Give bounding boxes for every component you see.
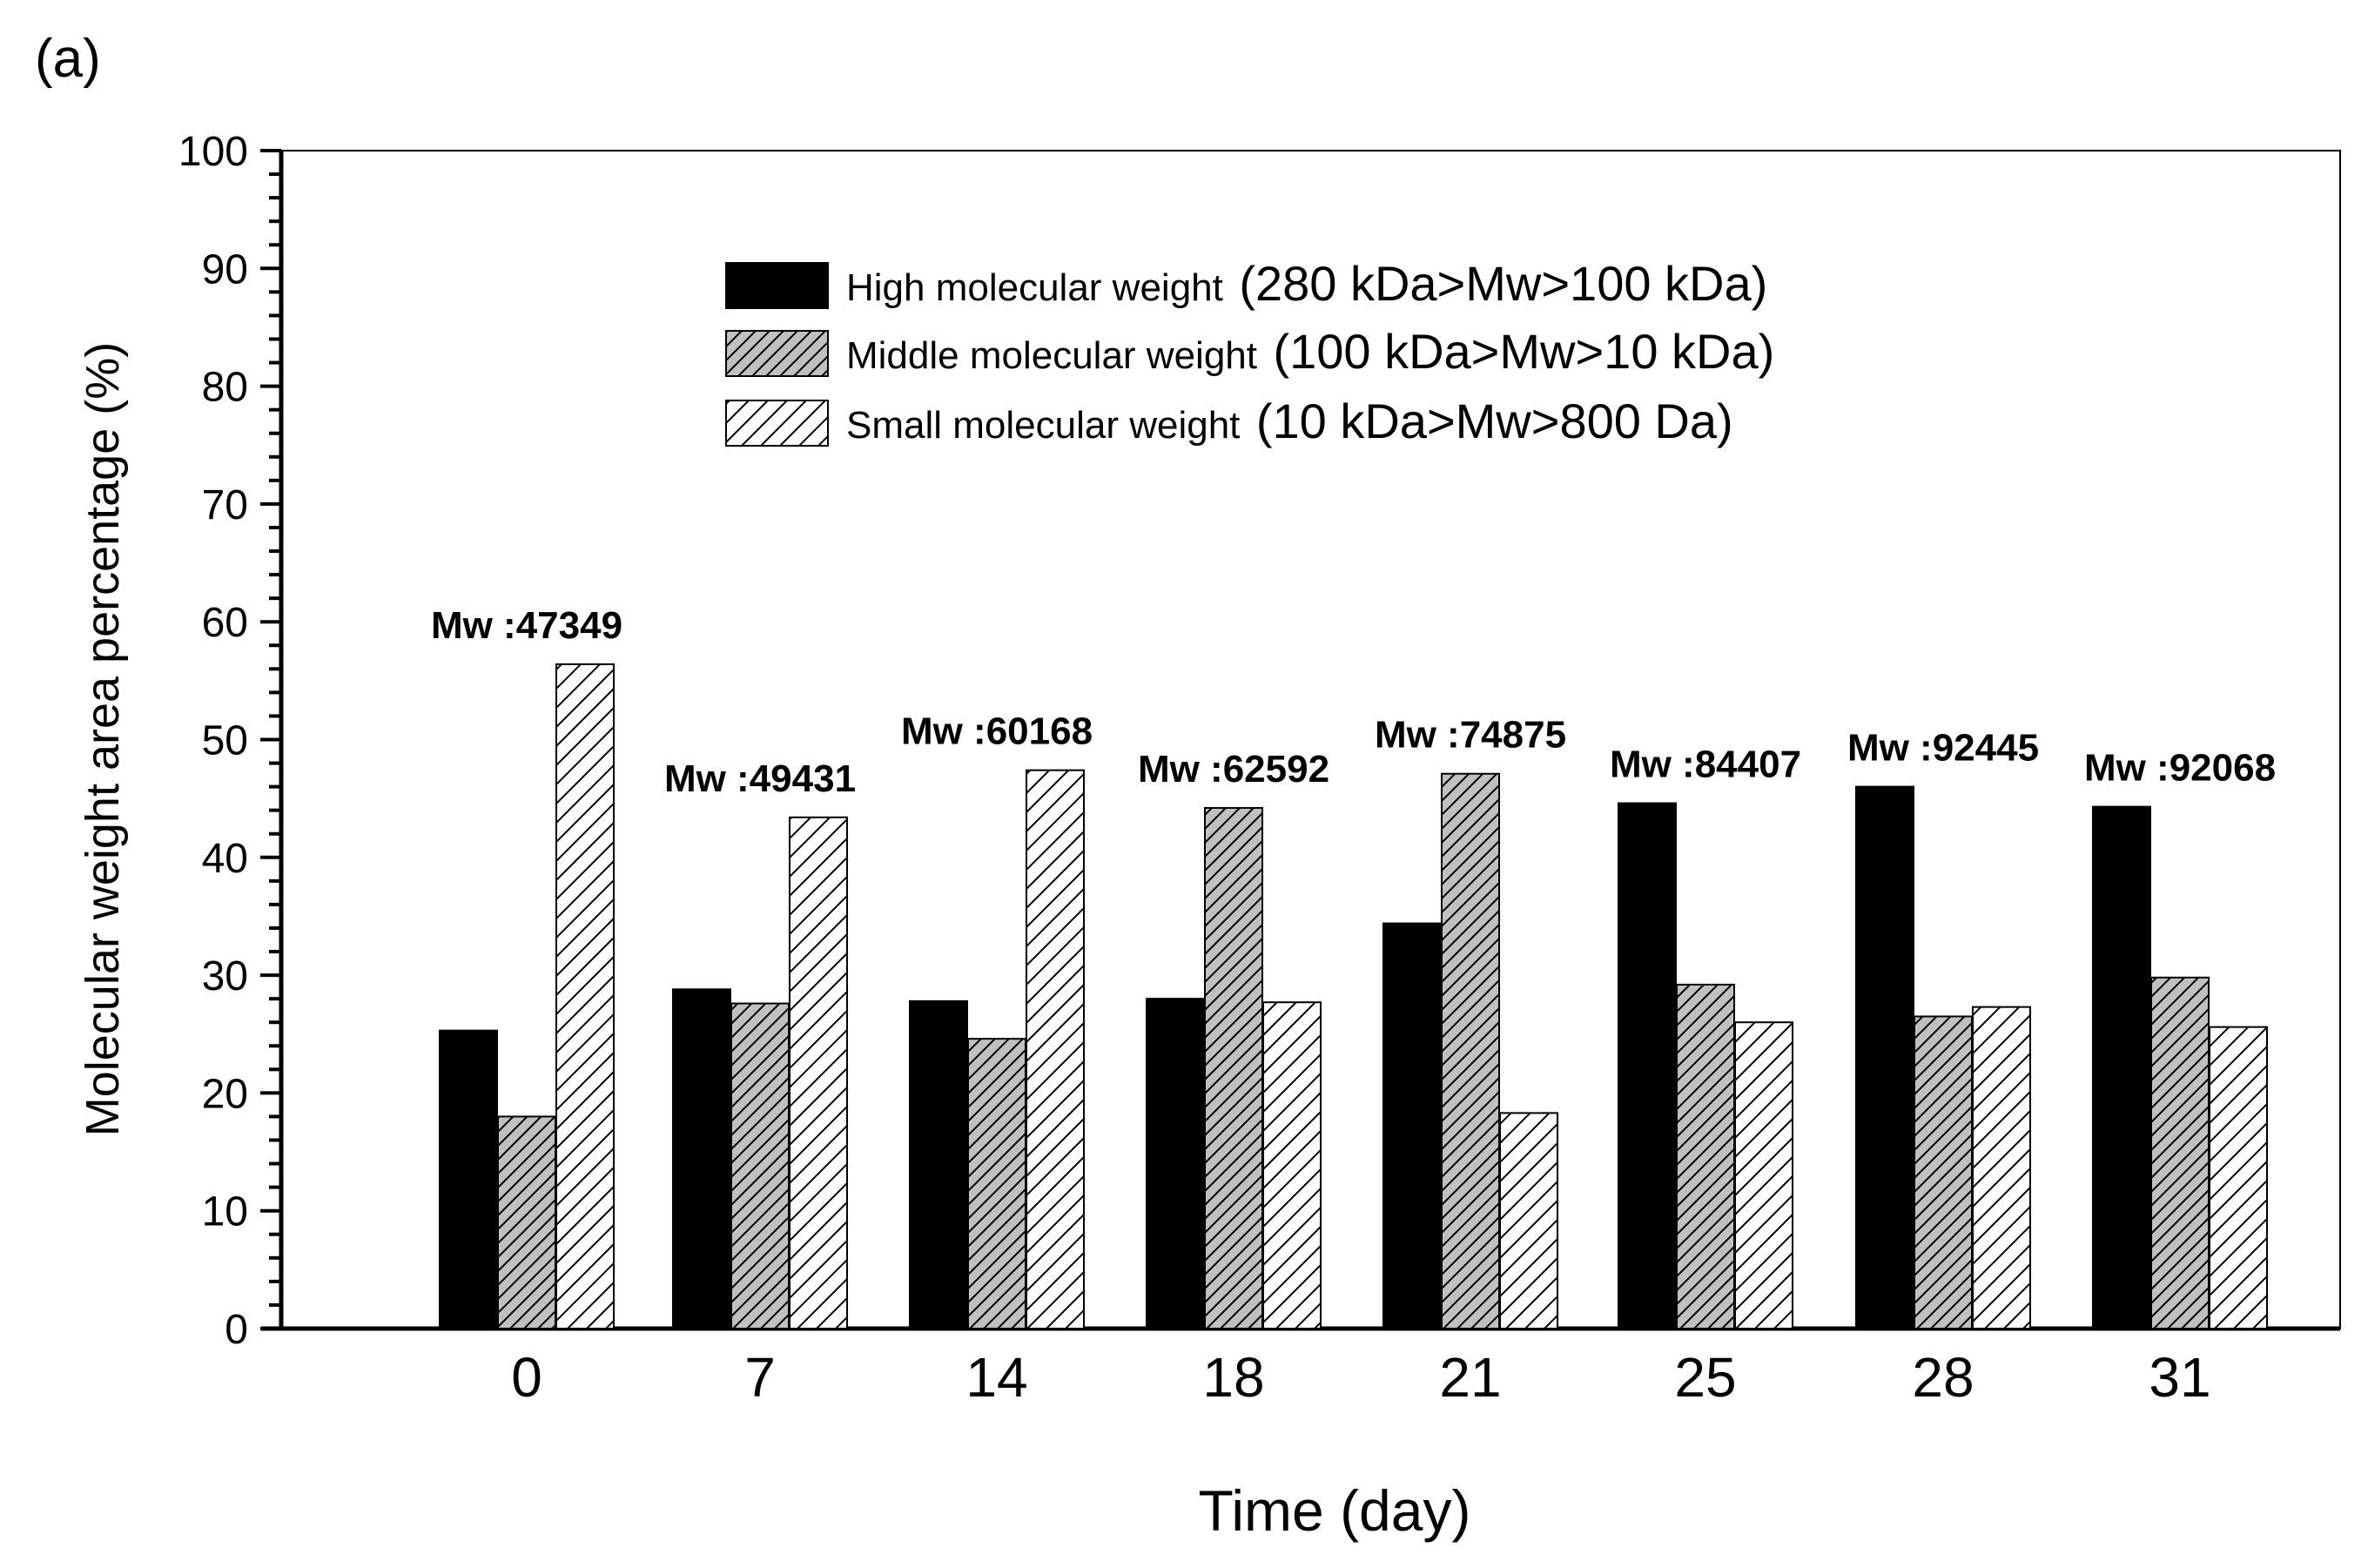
bar-small-day-25 [1734, 1021, 1793, 1329]
y-axis-label: Molecular weight area percentage (%) [77, 342, 129, 1136]
legend-swatch-small [725, 400, 829, 447]
legend-name-middle: Middle molecular weight [846, 334, 1257, 377]
y-tick-label: 80 [202, 365, 248, 411]
legend-range-high: (280 kDa>Mw>100 kDa) [1239, 256, 1767, 311]
x-tick-label: 31 [2149, 1346, 2210, 1409]
bars [439, 663, 2268, 1330]
legend: High molecular weight (280 kDa>Mw>100 kD… [725, 256, 1774, 448]
legend-name-small: Small molecular weight [846, 404, 1240, 447]
x-tick-label: 14 [965, 1346, 1027, 1409]
x-axis-label: Time (day) [1199, 1478, 1471, 1543]
bar-middle-day-21 [1441, 772, 1500, 1329]
bar-small-day-0 [555, 663, 615, 1329]
bar-small-day-7 [789, 816, 848, 1329]
mw-annotation: Mw :74875 [1375, 714, 1566, 757]
y-tick-label: 40 [202, 836, 248, 882]
mw-annotation: Mw :84407 [1610, 744, 1801, 786]
bar-small-day-18 [1262, 1001, 1322, 1329]
bar-high-day-28 [1855, 785, 1914, 1329]
legend-label-small: Small molecular weight (10 kDa>Mw>800 Da… [846, 394, 1733, 448]
x-tick-label: 7 [744, 1346, 776, 1409]
bar-high-day-18 [1146, 998, 1205, 1330]
bar-small-day-14 [1026, 769, 1085, 1329]
bar-middle-day-31 [2150, 976, 2210, 1330]
bar-small-day-21 [1499, 1112, 1558, 1329]
legend-range-small: (10 kDa>Mw>800 Da) [1256, 394, 1733, 448]
y-tick-label: 60 [202, 600, 248, 646]
bar-middle-day-28 [1914, 1015, 1973, 1329]
y-tick-label: 70 [202, 482, 248, 528]
bar-small-day-31 [2209, 1026, 2268, 1329]
y-tick-label: 30 [202, 953, 248, 999]
legend-range-middle: (100 kDa>Mw>10 kDa) [1273, 324, 1774, 379]
bar-middle-day-18 [1204, 806, 1263, 1329]
bar-high-day-14 [909, 999, 968, 1329]
legend-label-middle: Middle molecular weight (100 kDa>Mw>10 k… [846, 324, 1774, 379]
y-axis-ticks: 0 10 20 30 40 50 60 70 80 90 100 [178, 129, 281, 1353]
mw-annotation: Mw :60168 [901, 710, 1093, 753]
x-axis-tick-labels: 0 7 14 18 21 25 28 31 [511, 1346, 2210, 1409]
legend-swatch-high [725, 262, 829, 309]
x-tick-label: 0 [511, 1346, 542, 1409]
y-tick-label: 100 [178, 129, 248, 175]
bar-high-day-0 [439, 1029, 498, 1330]
x-tick-label: 18 [1202, 1346, 1264, 1409]
x-tick-label: 21 [1439, 1346, 1501, 1409]
bar-middle-day-14 [967, 1038, 1026, 1329]
mw-annotation: Mw :49431 [664, 757, 856, 800]
y-tick-label: 10 [202, 1189, 248, 1235]
y-tick-label: 0 [225, 1307, 248, 1353]
mw-annotation: Mw :47349 [431, 604, 622, 647]
mw-annotation: Mw :92068 [2084, 747, 2276, 790]
bar-high-day-25 [1618, 802, 1677, 1329]
mw-annotation: Mw :62592 [1138, 748, 1329, 791]
x-tick-label: 28 [1912, 1346, 1974, 1409]
y-tick-label: 90 [202, 246, 248, 293]
bar-small-day-28 [1972, 1006, 2031, 1329]
bar-high-day-7 [672, 988, 731, 1330]
mw-annotations: Mw :47349 Mw :49431 Mw :60168 Mw :62592 Mw :… [431, 604, 2276, 800]
bar-high-day-31 [2092, 805, 2151, 1329]
bar-middle-day-7 [730, 1002, 790, 1330]
bar-middle-day-0 [497, 1115, 556, 1329]
legend-label-high: High molecular weight (280 kDa>Mw>100 kD… [846, 256, 1767, 311]
mw-annotation: Mw :92445 [1847, 727, 2039, 770]
y-tick-label: 20 [202, 1071, 248, 1117]
x-tick-label: 25 [1674, 1346, 1736, 1409]
y-tick-label: 50 [202, 718, 248, 764]
bar-high-day-21 [1382, 922, 1442, 1329]
panel-label: (a) [35, 29, 101, 89]
bar-middle-day-25 [1676, 983, 1735, 1329]
legend-name-high: High molecular weight [846, 266, 1223, 309]
legend-swatch-middle [725, 330, 829, 377]
